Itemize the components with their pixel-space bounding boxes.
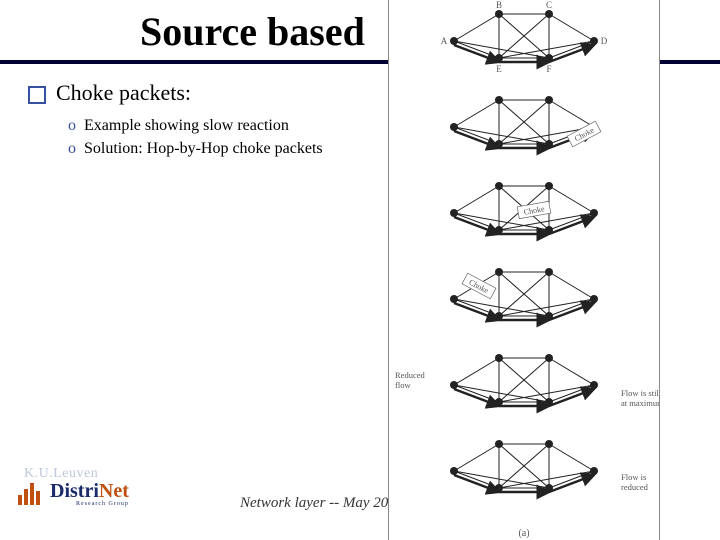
slide-title: Source based [140, 8, 365, 55]
bullet-lvl1-text: Choke packets: [56, 80, 191, 105]
svg-text:(a): (a) [518, 528, 529, 539]
svg-text:reduced: reduced [621, 482, 649, 492]
svg-text:E: E [496, 64, 502, 74]
svg-text:at maximum rate: at maximum rate [621, 398, 659, 408]
bullet-lvl2-text: Example showing slow reaction [84, 117, 289, 134]
svg-text:flow: flow [395, 380, 411, 390]
circle-bullet-icon: o [68, 117, 76, 134]
bullet-lvl2: o Example showing slow reaction [68, 116, 388, 135]
logo: K.U.Leuven DistriNet Research Group [18, 480, 158, 526]
svg-text:C: C [546, 0, 552, 10]
svg-text:F: F [546, 64, 551, 74]
bullet-lvl1: Choke packets: [28, 80, 388, 106]
logo-bars-icon [18, 483, 42, 505]
logo-name1: Distri [50, 480, 99, 502]
bullet-lvl2-text: Solution: Hop-by-Hop choke packets [84, 140, 323, 157]
logo-main: DistriNet Research Group [18, 480, 158, 512]
svg-text:B: B [496, 0, 502, 10]
svg-text:Flow is still: Flow is still [621, 388, 659, 398]
logo-name2: Net [99, 480, 129, 502]
footer-text: Network layer -- May 2004 [240, 495, 403, 512]
square-bullet-icon [28, 86, 46, 104]
svg-text:Flow is: Flow is [621, 472, 646, 482]
network-diagram: ABCDEFChokeChokeChokeReducedflowFlow is … [388, 0, 660, 540]
svg-text:Reduced: Reduced [395, 370, 425, 380]
body-text: Choke packets: o Example showing slow rea… [28, 80, 388, 162]
logo-text: DistriNet Research Group [50, 480, 129, 507]
svg-text:A: A [441, 36, 448, 46]
bullet-lvl2: o Solution: Hop-by-Hop choke packets [68, 139, 388, 158]
circle-bullet-icon: o [68, 140, 76, 157]
svg-text:D: D [601, 36, 608, 46]
